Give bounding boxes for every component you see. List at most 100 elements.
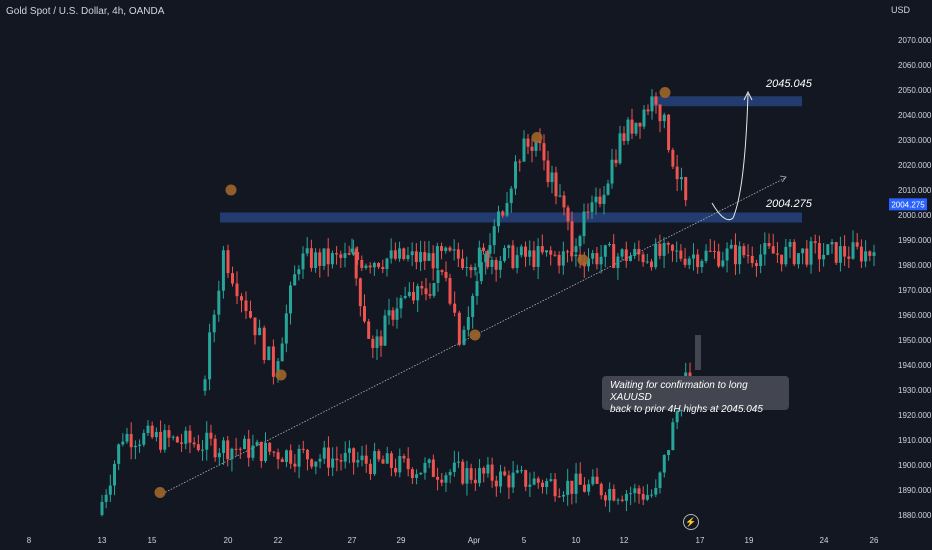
candle-body xyxy=(667,450,671,456)
candle-body xyxy=(364,455,368,464)
candle-body xyxy=(309,248,313,268)
price-badge-label: 2004.275 xyxy=(891,200,925,209)
candle-body xyxy=(322,447,326,459)
candle-body xyxy=(662,114,666,122)
candle-body xyxy=(595,476,599,484)
y-tick-label: 1980.000 xyxy=(898,261,932,270)
annotation-line-2: back to prior 4H highs at 2045.045 xyxy=(610,404,763,415)
candle-body xyxy=(608,488,612,501)
y-tick-label: 2010.000 xyxy=(898,186,932,195)
candle-body xyxy=(499,471,503,487)
candle-body xyxy=(574,254,578,257)
candle-body xyxy=(855,242,859,247)
candle-body xyxy=(750,255,754,264)
candle-body xyxy=(518,161,522,163)
candle-body xyxy=(230,448,234,460)
candle-body xyxy=(154,431,158,438)
candle-body xyxy=(477,247,481,268)
candle-body xyxy=(486,250,490,267)
candle-body xyxy=(432,282,436,296)
x-tick-label: Apr xyxy=(468,536,481,545)
candle-body xyxy=(335,458,339,461)
candle-body xyxy=(662,242,666,256)
candle-body xyxy=(339,254,343,258)
candle-body xyxy=(763,243,767,255)
candle-body xyxy=(528,484,532,487)
candle-body xyxy=(375,336,379,349)
candle-body xyxy=(330,253,334,265)
swing-marker xyxy=(659,87,671,98)
candle-body xyxy=(546,160,550,183)
candle-body xyxy=(557,496,561,498)
candle-body xyxy=(125,433,129,442)
candle-body xyxy=(272,451,276,453)
candle-body xyxy=(654,96,658,105)
candle-body xyxy=(217,290,221,315)
candle-body xyxy=(626,119,630,142)
x-tick-label: 17 xyxy=(696,536,705,545)
candle-body xyxy=(478,467,482,484)
candle-body xyxy=(532,250,536,267)
candle-body xyxy=(622,133,626,142)
lightning-icon[interactable]: ⚡ xyxy=(683,514,699,530)
candle-body xyxy=(457,312,461,345)
candle-body xyxy=(667,114,671,151)
candle-body xyxy=(561,251,565,266)
candle-body xyxy=(289,285,292,314)
candle-body xyxy=(482,247,486,251)
candle-body xyxy=(503,471,507,476)
y-tick-label: 2020.000 xyxy=(898,161,932,170)
candle-body xyxy=(658,104,662,122)
candle-body xyxy=(196,444,200,451)
candle-body xyxy=(280,459,284,463)
candle-body xyxy=(738,246,742,265)
candle-body xyxy=(696,254,700,268)
candle-body xyxy=(620,249,624,257)
x-tick-label: 15 xyxy=(148,536,157,545)
candle-body xyxy=(354,248,358,279)
candle-body xyxy=(389,453,393,469)
candle-body xyxy=(255,441,259,446)
candle-body xyxy=(488,245,492,254)
candle-body xyxy=(614,159,618,164)
candle-body xyxy=(473,479,477,484)
candle-body xyxy=(582,484,586,492)
candle-body xyxy=(637,248,641,255)
y-tick-label: 1960.000 xyxy=(898,311,932,320)
candle-body xyxy=(427,459,431,463)
candle-body xyxy=(377,263,381,268)
candle-body xyxy=(638,122,642,127)
candle-body xyxy=(406,255,410,260)
candle-body xyxy=(395,308,399,320)
candle-body xyxy=(792,241,796,265)
candle-body xyxy=(268,442,272,452)
candle-body xyxy=(540,246,544,253)
candle-body xyxy=(448,277,452,304)
candle-body xyxy=(590,202,594,213)
candle-body xyxy=(175,436,179,443)
candle-body xyxy=(817,243,821,260)
candle-body xyxy=(618,133,622,164)
candle-body xyxy=(475,281,479,296)
candle-body xyxy=(276,452,280,460)
candle-body xyxy=(188,430,192,443)
annotation-callout: Waiting for confirmation to long XAUUSD … xyxy=(602,376,789,415)
candle-body xyxy=(331,458,335,468)
candle-body xyxy=(192,442,196,445)
candle-body xyxy=(607,244,611,246)
swing-marker xyxy=(531,132,543,143)
candle-body xyxy=(553,254,557,256)
candle-body xyxy=(530,146,534,151)
candle-body xyxy=(558,195,562,197)
candle-body xyxy=(717,251,721,267)
candle-body xyxy=(452,249,456,251)
candle-body xyxy=(444,247,448,251)
candle-body xyxy=(226,250,230,274)
y-tick-label: 1890.000 xyxy=(898,486,932,495)
candle-body xyxy=(394,468,398,473)
candle-body xyxy=(649,261,653,268)
candle-body xyxy=(602,194,606,205)
candle-body xyxy=(514,161,517,189)
candle-body xyxy=(675,250,679,252)
